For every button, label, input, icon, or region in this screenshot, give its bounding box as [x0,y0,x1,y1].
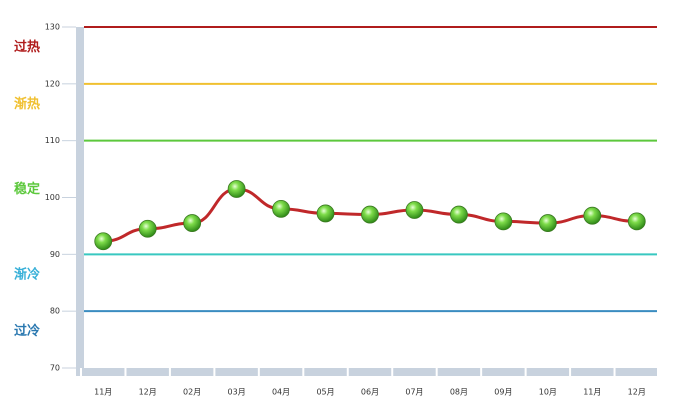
x-tick-label: 09月 [494,388,512,397]
zone-label: 渐热 [14,96,40,112]
x-tick-label: 12月 [139,388,157,397]
point [272,199,290,218]
x-tick-label: 05月 [316,388,334,397]
point [627,212,646,231]
point [450,205,468,224]
y-tick-label: 70 [50,364,60,373]
point [538,214,557,232]
point [227,180,246,198]
x-tick-label: 02月 [183,388,201,397]
x-tick-label: 11月 [94,388,112,397]
point [316,204,335,223]
point [361,205,379,224]
zone-label: 过冷 [14,323,40,339]
point [494,212,513,231]
zone-label: 过热 [14,39,40,55]
x-tick-label: 12月 [628,388,646,397]
point [405,201,424,219]
y-tick-label: 120 [45,79,60,88]
point [183,214,202,232]
y-tick-label: 80 [50,307,60,316]
y-tick-label: 90 [50,250,60,259]
point [94,232,113,251]
x-axis-bar [76,368,657,376]
x-tick-label: 06月 [361,388,379,397]
point [583,206,602,225]
x-tick-label: 04月 [272,388,290,397]
x-tick-label: 07月 [405,388,423,397]
y-tick-label: 100 [45,193,60,202]
point [138,219,157,238]
x-tick-label: 10月 [539,388,557,397]
zone-label: 稳定 [14,181,40,197]
zone-label: 渐冷 [14,266,40,282]
x-tick-label: 08月 [450,388,468,397]
y-axis-bar [76,27,84,372]
x-tick-label: 11月 [583,388,601,397]
y-tick-label: 110 [45,136,60,145]
x-tick-label: 03月 [228,388,246,397]
y-tick-label: 130 [45,23,60,32]
